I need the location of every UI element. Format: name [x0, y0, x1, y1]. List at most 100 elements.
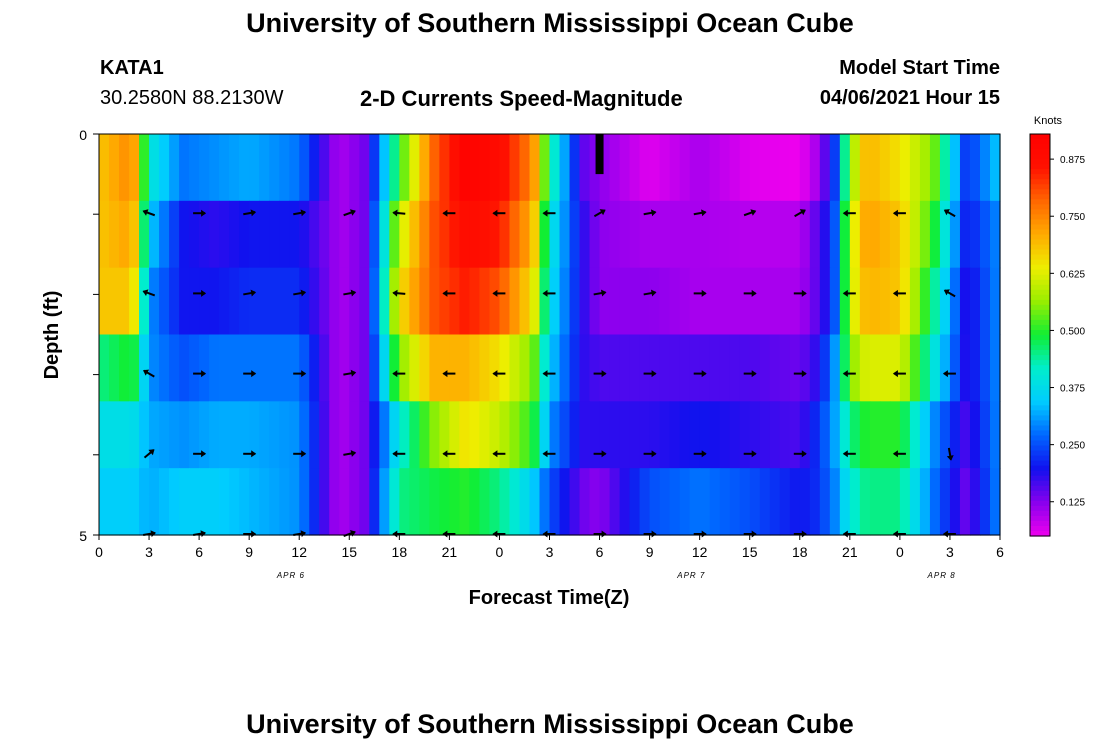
heatmap-cell [909, 334, 921, 402]
heatmap-cell [529, 267, 541, 336]
heatmap-cell [639, 401, 651, 469]
arrow-head [842, 370, 848, 378]
heatmap-cell [119, 334, 130, 402]
heatmap-cell [729, 200, 741, 269]
heatmap-cell [669, 200, 681, 269]
heatmap-cell [619, 134, 631, 202]
heatmap-cell [699, 267, 711, 336]
current-arrow [892, 370, 906, 378]
heatmap-cell [759, 200, 771, 269]
heatmap-cell [199, 200, 210, 269]
arrow-head [542, 289, 548, 297]
heatmap-cell [949, 200, 961, 269]
heatmap-cell [989, 468, 1001, 536]
heatmap-cell [359, 134, 370, 202]
heatmap-cell [489, 134, 501, 202]
colorbar-segment [1030, 495, 1050, 502]
heatmap-cell [979, 200, 991, 269]
heatmap-cell [259, 200, 270, 269]
heatmap-cell [519, 267, 531, 336]
heatmap-cell [499, 334, 511, 402]
heatmap-cell [169, 468, 180, 536]
colorbar-segment [1030, 440, 1050, 447]
heatmap-cell [399, 468, 410, 536]
heatmap-cell [929, 334, 941, 402]
heatmap-cell [689, 468, 701, 536]
heatmap-cell [869, 134, 881, 202]
heatmap-cell [719, 468, 731, 536]
colorbar-segment [1030, 184, 1050, 190]
x-axis-label: Forecast Time(Z) [469, 587, 630, 609]
current-arrow [343, 450, 357, 457]
heatmap-cell [679, 334, 691, 402]
arrow-head [842, 289, 848, 297]
heatmap-cell [279, 468, 290, 536]
heatmap-cell [809, 468, 821, 536]
heatmap-cell [969, 134, 981, 202]
colorbar-segment [1030, 159, 1050, 165]
colorbar-segment [1030, 169, 1050, 175]
heatmap-cell [959, 134, 971, 202]
heatmap-cell [659, 200, 671, 269]
heatmap-cell [939, 468, 951, 536]
heatmap-cell [769, 134, 781, 202]
heatmap-cell [679, 200, 691, 269]
colorbar-segment [1030, 139, 1050, 145]
heatmap-cell [339, 267, 350, 336]
heatmap-cell [719, 401, 731, 469]
arrow-head [751, 289, 757, 297]
colorbar-segment [1030, 259, 1050, 266]
arrow-head [892, 450, 898, 458]
heatmap-cell [699, 401, 711, 469]
heatmap-cell [549, 267, 561, 336]
heatmap-cell [229, 134, 240, 202]
current-arrow [442, 370, 456, 378]
heatmap-cell [909, 468, 921, 536]
heatmap-cell [529, 401, 541, 469]
colorbar-frame [1029, 133, 1051, 537]
heatmap-cell [219, 134, 230, 202]
heatmap-cell [839, 200, 851, 269]
heatmap-cell [99, 134, 110, 202]
heatmap-cell [289, 334, 300, 402]
current-arrow [794, 209, 806, 218]
heatmap-cell [879, 468, 891, 536]
heatmap-cell [919, 468, 931, 536]
arrow-head [143, 369, 150, 376]
heatmap-cell [499, 401, 511, 469]
current-arrow [942, 530, 956, 538]
colorbar-segment [1030, 360, 1050, 366]
colorbar-segment [1030, 530, 1050, 537]
heatmap-cell [899, 401, 911, 469]
arrow-head [350, 369, 357, 377]
colorbar-tick-label: 0.500 [1060, 326, 1085, 337]
heatmap-cell [869, 334, 881, 402]
heatmap-cell [429, 200, 440, 269]
heatmap-cell [609, 401, 621, 469]
current-arrow [946, 447, 954, 461]
heatmap-cell [319, 468, 330, 536]
heatmap-cell [789, 134, 801, 202]
x-tick-label: 3 [946, 544, 954, 560]
heatmap-cell [539, 267, 551, 336]
heatmap-cell [919, 334, 931, 402]
heatmap-cell [759, 334, 771, 402]
x-tick-label: 21 [442, 544, 458, 560]
arrow-head [492, 289, 498, 297]
heatmap-cell [619, 334, 631, 402]
heatmap-cell [969, 334, 981, 402]
heatmap-cell [799, 401, 811, 469]
arrow-head [701, 530, 707, 538]
heatmap-cell [839, 401, 851, 469]
heatmap-cell [319, 267, 330, 336]
heatmap-cell [589, 401, 601, 469]
colorbar-segment [1030, 445, 1050, 452]
heatmap-cell [179, 267, 190, 336]
heatmap-cell [289, 267, 300, 336]
heatmap-cell [449, 334, 460, 402]
heatmap-cell [809, 134, 821, 202]
heatmap-cell [709, 468, 721, 536]
heatmap-cell [489, 267, 501, 336]
heatmap-cell [429, 267, 440, 336]
heatmap-cell [319, 200, 330, 269]
